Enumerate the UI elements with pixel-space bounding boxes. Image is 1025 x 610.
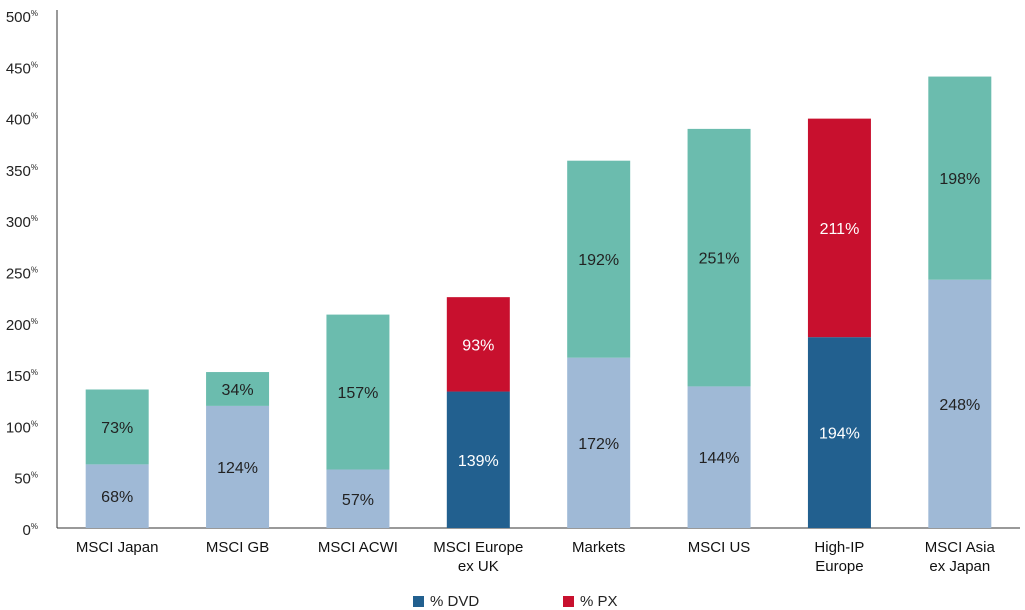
legend-label: % DVD [430,593,479,610]
x-category-label: MSCI Europe ex UK [433,539,523,575]
x-category-label: High-IP Europe [814,539,864,575]
bar-segment-top [85,389,149,465]
bar-label-top: 211% [820,221,860,238]
x-category-label: MSCI GB [206,539,269,556]
y-tick-label: 50% [14,471,38,488]
bar-segment-top [446,297,510,392]
chart-axes [56,10,1020,529]
bar-label-top: 157% [337,385,378,402]
bar-label-bottom: 144% [699,450,740,467]
bar-segment-bottom [928,279,992,528]
y-tick-unit: % [31,60,38,69]
bar-label-top: 198% [939,171,980,188]
y-tick-unit: % [31,522,38,531]
y-tick-label: 400% [6,112,38,129]
x-category-label: MSCI ACWI [318,539,398,556]
legend: % DVD % PX [413,593,618,610]
bar-segment-top [807,118,871,338]
y-tick-unit: % [31,214,38,223]
y-tick-label: 150% [6,368,38,385]
bar-label-top: 251% [699,251,740,268]
y-tick-unit: % [31,419,38,428]
y-tick-unit: % [31,112,38,121]
x-category-label: MSCI Japan [76,539,159,556]
bar-segment-bottom [567,357,631,528]
bars: 68% 73% 124% 34% 57% 157% 139% 93% 172% 192% 144% 2… [85,76,992,528]
bar-label-top: 192% [578,252,619,269]
y-tick-label: 350% [6,163,38,180]
legend-label: % PX [580,593,618,610]
x-category-label: Markets [572,539,625,556]
bar-segment-top [206,372,270,406]
bar-label-top: 93% [462,337,494,354]
bar-label-bottom: 124% [217,460,258,477]
y-tick-label: 300% [6,214,38,231]
y-tick-label: 200% [6,317,38,334]
x-category-label: MSCI Asia ex Japan [925,539,996,575]
y-tick-label: 500% [6,9,38,26]
y-tick-unit: % [31,471,38,480]
bar-segment-bottom [687,386,751,528]
y-tick-unit: % [31,317,38,326]
y-tick-unit: % [31,368,38,377]
y-tick-unit: % [31,266,38,275]
bar-label-bottom: 139% [458,453,499,470]
x-axis-categories: MSCI Japan MSCI GB MSCI ACWI MSCI Europe ex … [76,539,996,575]
y-tick-label: 0% [23,522,38,539]
bar-label-bottom: 57% [342,492,374,509]
legend-swatch [413,596,424,607]
bar-label-bottom: 68% [101,489,133,506]
y-tick-unit: % [31,9,38,18]
bar-segment-bottom [206,405,270,528]
bar-label-top: 73% [101,420,133,437]
bar-label-top: 34% [222,382,254,399]
y-tick-label: 100% [6,419,38,436]
bar-segment-top [567,160,631,358]
y-tick-label: 250% [6,266,38,283]
bar-segment-bottom [807,337,871,528]
bar-segment-top [928,76,992,280]
bar-segment-bottom [446,391,510,528]
bar-label-bottom: 194% [819,426,860,443]
y-tick-label: 450% [6,60,38,77]
y-axis-ticks: 0% 50% 100% 150% 200% 250% 300% 350% 400% 450% 500… [6,9,38,539]
bar-segment-bottom [85,464,149,528]
bar-segment-bottom [326,469,390,528]
y-tick-unit: % [31,163,38,172]
x-category-label: MSCI US [688,539,751,556]
bar-label-bottom: 248% [939,397,980,414]
bar-segment-top [687,128,751,387]
bar-label-bottom: 172% [578,436,619,453]
legend-swatch [563,596,574,607]
bar-segment-top [326,314,390,470]
